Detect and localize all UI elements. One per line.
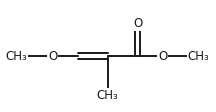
- Text: CH₃: CH₃: [188, 50, 210, 62]
- Text: CH₃: CH₃: [6, 50, 27, 62]
- Text: CH₃: CH₃: [97, 89, 119, 102]
- Text: O: O: [158, 50, 167, 62]
- Text: O: O: [133, 17, 142, 30]
- Text: O: O: [48, 50, 57, 62]
